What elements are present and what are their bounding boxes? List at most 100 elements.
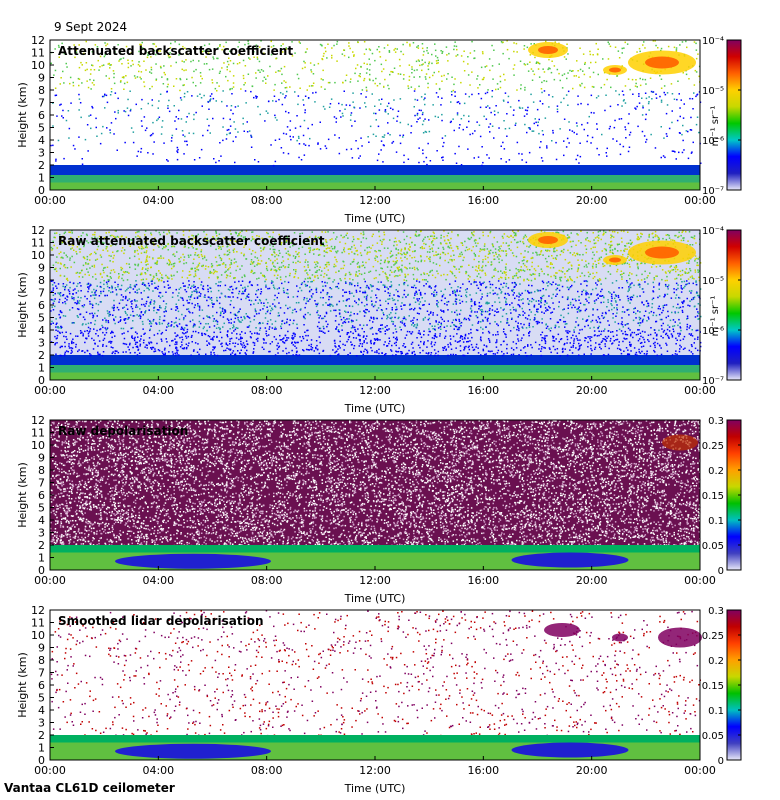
y-tick-label: 5	[38, 502, 45, 515]
colorbar-tick-label: 0.1	[708, 706, 724, 717]
x-tick-label: 12:00	[359, 764, 391, 777]
y-tick-label: 2	[38, 539, 45, 552]
panel-title: Raw attenuated backscatter coefficient	[58, 234, 325, 248]
y-tick-label: 12	[31, 224, 45, 237]
colorbar-tick-label: 0.05	[702, 731, 724, 742]
colorbar-tick-label: 0.2	[708, 656, 724, 667]
colorbar-tick-label: 0	[718, 566, 724, 577]
y-tick-label: 6	[38, 109, 45, 122]
x-axis-label: Time (UTC)	[344, 212, 406, 225]
x-tick-label: 08:00	[251, 384, 283, 397]
y-tick-label: 4	[38, 704, 45, 717]
y-tick-label: 8	[38, 654, 45, 667]
x-axis-label: Time (UTC)	[344, 592, 406, 605]
y-axis-label: Height (km)	[16, 82, 29, 148]
y-tick-label: 2	[38, 349, 45, 362]
y-tick-label: 1	[38, 552, 45, 565]
y-tick-label: 6	[38, 489, 45, 502]
heatmap-image	[50, 40, 702, 190]
y-axis-label: Height (km)	[16, 462, 29, 528]
x-tick-label: 20:00	[576, 764, 608, 777]
y-tick-label: 10	[31, 59, 45, 72]
colorbar-tick-label: 10⁻⁶	[702, 326, 724, 337]
colorbar-tick-label: 0.1	[708, 516, 724, 527]
x-tick-label: 04:00	[142, 384, 174, 397]
colorbar-tick-label: 10⁻⁴	[702, 36, 724, 47]
y-tick-label: 0	[38, 754, 45, 767]
y-tick-label: 8	[38, 84, 45, 97]
x-tick-label: 00:00	[34, 764, 66, 777]
colorbar-tick-label: 0.25	[702, 631, 724, 642]
date-label: 9 Sept 2024	[54, 20, 128, 34]
x-tick-label: 12:00	[359, 384, 391, 397]
colorbar: 0 0.05 0.1 0.15 0.2 0.25 0.3	[702, 416, 742, 577]
y-tick-label: 9	[38, 642, 45, 655]
y-tick-label: 7	[38, 667, 45, 680]
y-tick-label: 2	[38, 159, 45, 172]
y-tick-label: 12	[31, 34, 45, 47]
x-tick-label: 04:00	[142, 764, 174, 777]
y-tick-label: 4	[38, 324, 45, 337]
x-tick-label: 12:00	[359, 194, 391, 207]
colorbar-tick-label: 0.3	[708, 606, 724, 617]
colorbar-unit-label: m⁻¹ sr⁻¹	[710, 296, 721, 337]
colorbar-tick-label: 10⁻⁶	[702, 136, 724, 147]
y-tick-label: 8	[38, 274, 45, 287]
colorbar-tick-label: 10⁻⁵	[702, 276, 724, 287]
panel-title: Smoothed lidar depolarisation	[58, 614, 264, 628]
y-tick-label: 7	[38, 97, 45, 110]
heatmap-image	[50, 230, 702, 380]
x-tick-label: 00:00	[684, 574, 716, 587]
y-tick-label: 11	[31, 237, 45, 250]
heatmap-image	[50, 610, 702, 760]
colorbar-unit-label: m⁻¹ sr⁻¹	[710, 106, 721, 147]
colorbar: 10⁻⁷ 10⁻⁶ 10⁻⁵ 10⁻⁴ m⁻¹ sr⁻¹	[702, 36, 742, 197]
colorbar-tick-label: 10⁻⁴	[702, 226, 724, 237]
y-tick-label: 10	[31, 439, 45, 452]
y-tick-label: 5	[38, 122, 45, 135]
y-tick-label: 11	[31, 427, 45, 440]
y-tick-label: 1	[38, 362, 45, 375]
y-tick-label: 7	[38, 477, 45, 490]
x-tick-label: 00:00	[684, 194, 716, 207]
y-tick-label: 9	[38, 262, 45, 275]
y-tick-label: 4	[38, 514, 45, 527]
x-tick-label: 00:00	[34, 384, 66, 397]
y-tick-label: 6	[38, 299, 45, 312]
y-tick-label: 3	[38, 527, 45, 540]
y-tick-label: 0	[38, 184, 45, 197]
x-tick-label: 12:00	[359, 574, 391, 587]
y-tick-label: 0	[38, 564, 45, 577]
y-tick-label: 5	[38, 692, 45, 705]
x-tick-label: 00:00	[684, 384, 716, 397]
colorbar-tick-label: 0.15	[702, 681, 724, 692]
footer-label: Vantaa CL61D ceilometer	[4, 781, 175, 795]
y-tick-label: 11	[31, 617, 45, 630]
x-tick-label: 00:00	[684, 764, 716, 777]
y-tick-label: 11	[31, 47, 45, 60]
y-tick-label: 6	[38, 679, 45, 692]
colorbar: 0 0.05 0.1 0.15 0.2 0.25 0.3	[702, 606, 742, 767]
colorbar-tick-label: 0.2	[708, 466, 724, 477]
x-tick-label: 20:00	[576, 194, 608, 207]
colorbar-tick-label: 10⁻⁷	[702, 186, 724, 197]
x-tick-label: 08:00	[251, 194, 283, 207]
y-tick-label: 12	[31, 604, 45, 617]
y-tick-label: 5	[38, 312, 45, 325]
x-tick-label: 16:00	[467, 764, 499, 777]
y-tick-label: 2	[38, 729, 45, 742]
colorbar-gradient	[726, 229, 742, 381]
y-tick-label: 4	[38, 134, 45, 147]
y-tick-label: 1	[38, 172, 45, 185]
colorbar-tick-label: 0.15	[702, 491, 724, 502]
x-tick-label: 16:00	[467, 384, 499, 397]
y-tick-label: 3	[38, 717, 45, 730]
x-tick-label: 04:00	[142, 574, 174, 587]
colorbar-tick-label: 10⁻⁵	[702, 86, 724, 97]
y-tick-label: 10	[31, 249, 45, 262]
colorbar-tick-label: 0.05	[702, 541, 724, 552]
y-tick-label: 1	[38, 742, 45, 755]
y-tick-label: 3	[38, 147, 45, 160]
